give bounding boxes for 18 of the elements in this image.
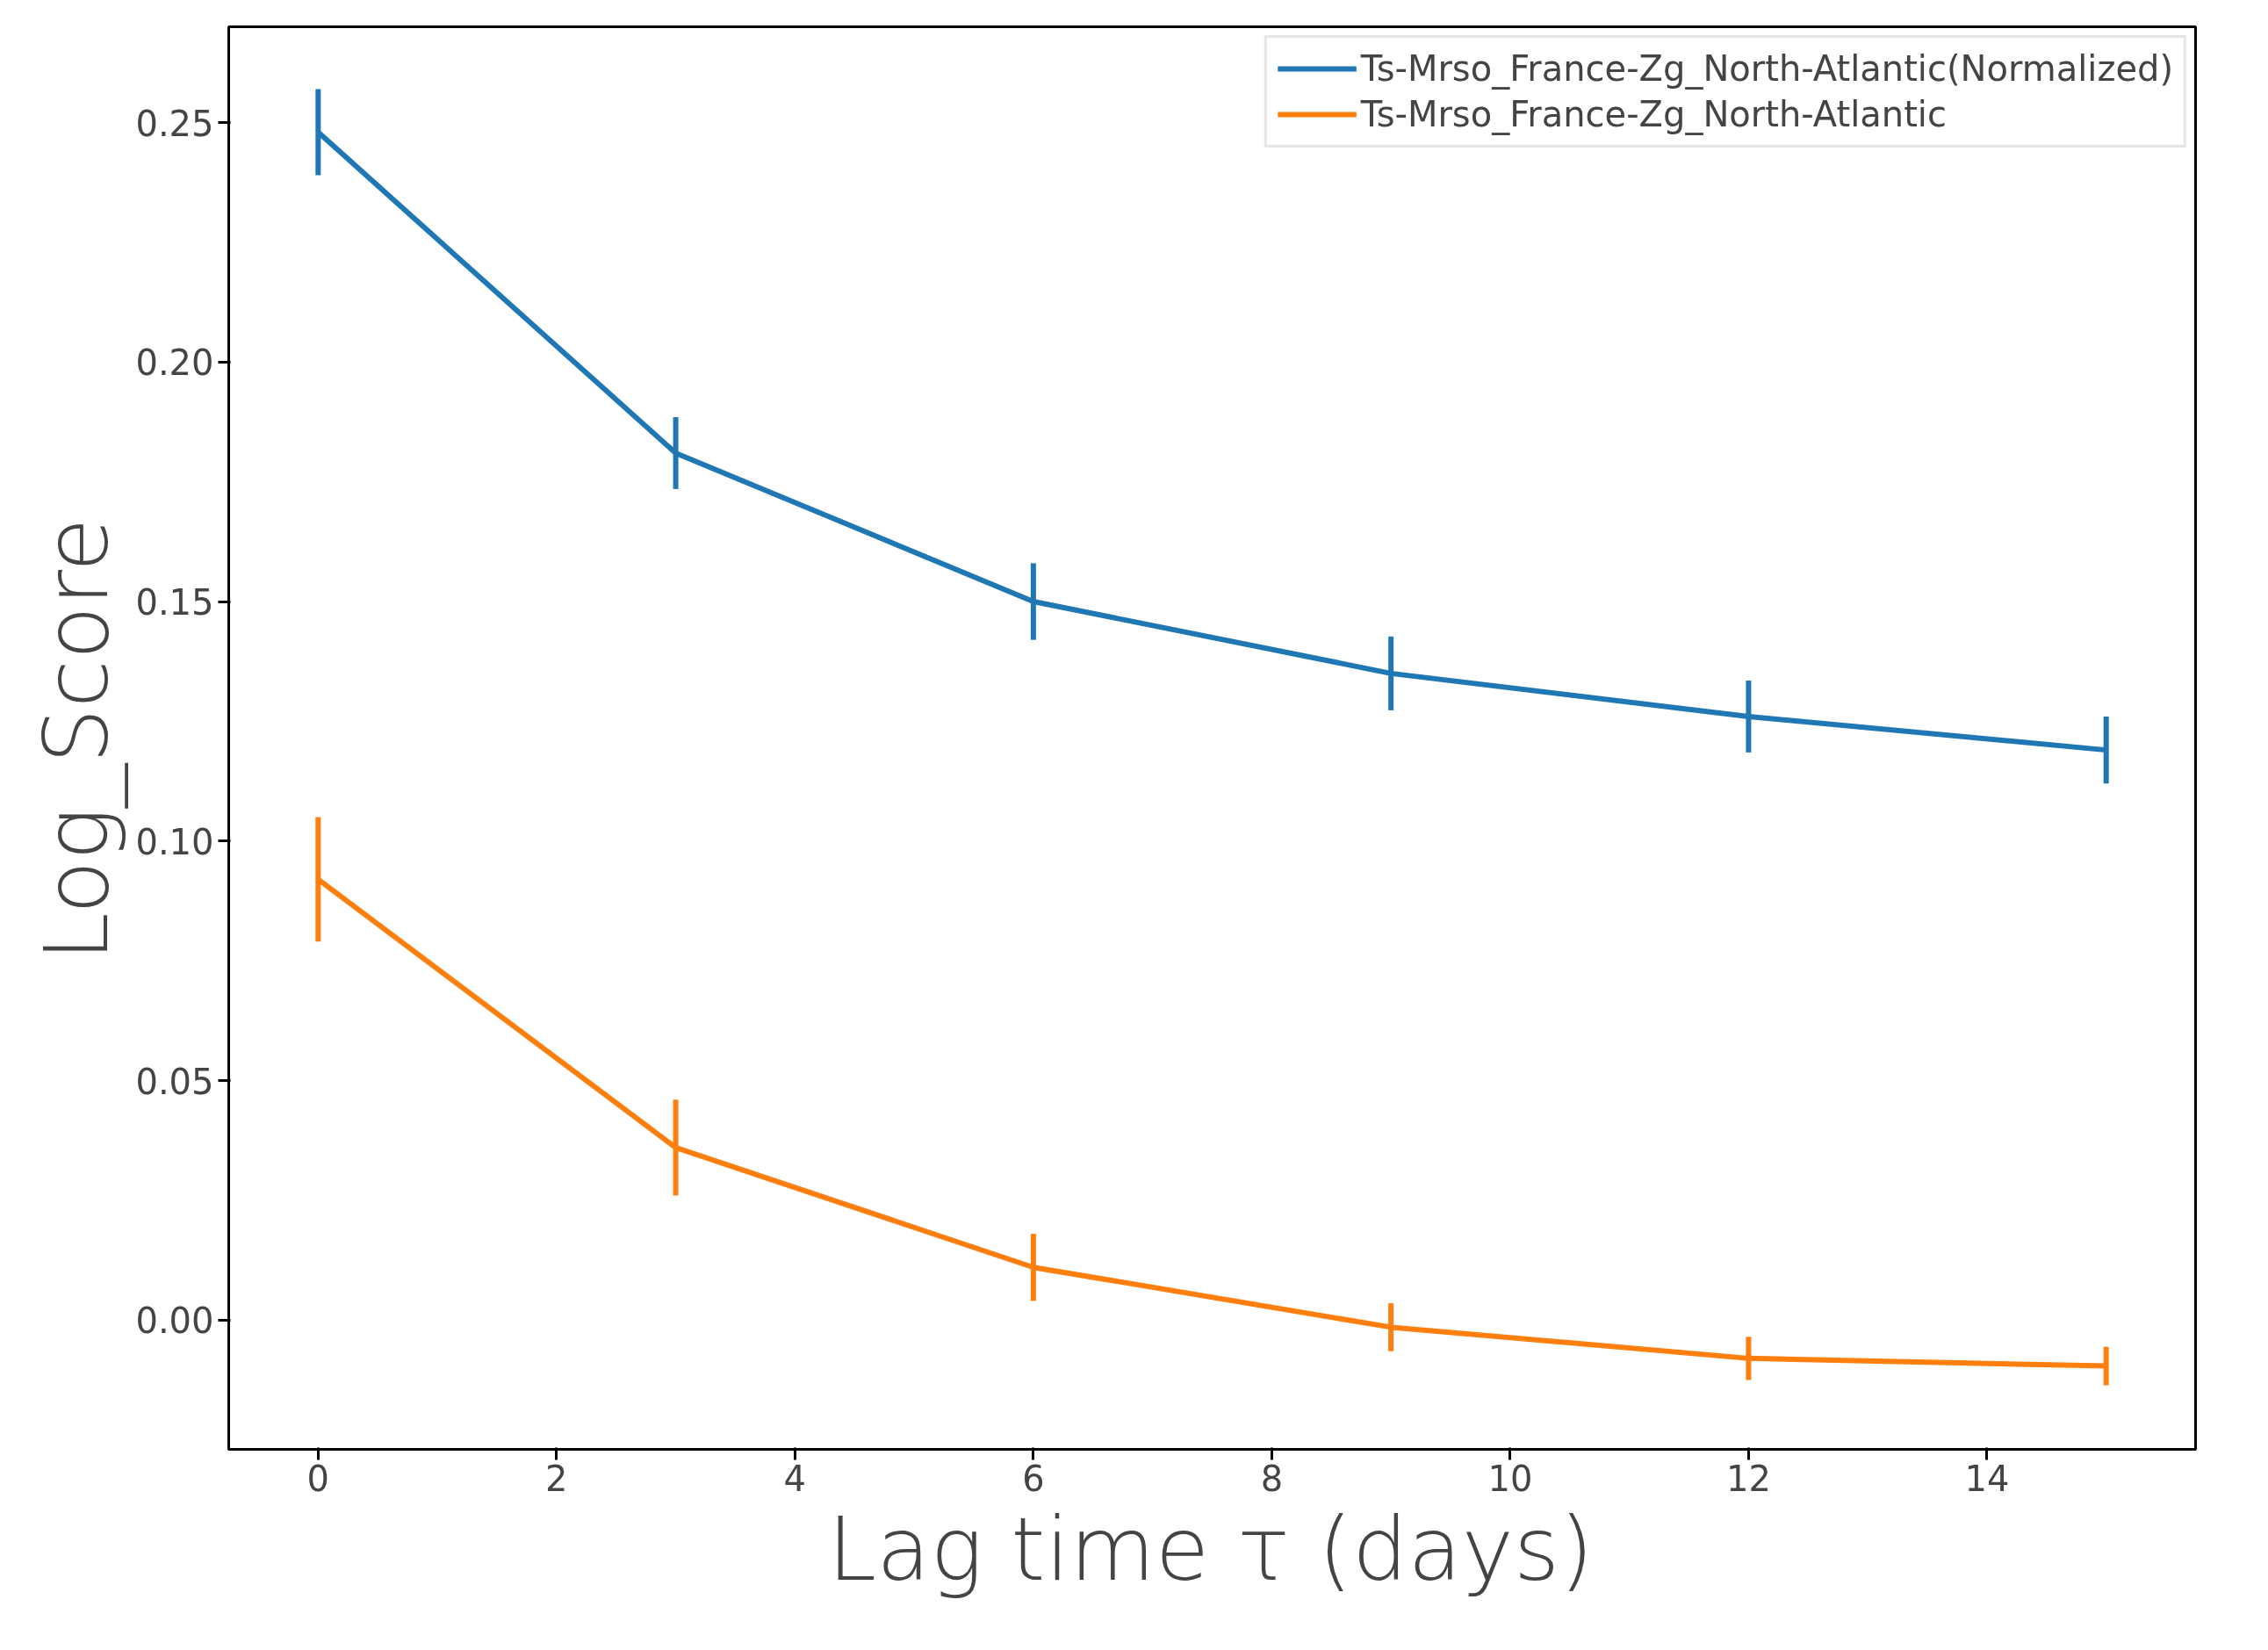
x-tick-label: 8: [1260, 1458, 1284, 1499]
x-tick-label: 14: [1964, 1458, 2010, 1499]
legend-label: Ts-Mrso_France-Zg_North-Atlantic(Normalized): [1360, 48, 2173, 89]
y-tick-label: 0.05: [135, 1061, 214, 1102]
x-axis-title: Lag time τ (days): [827, 1497, 1595, 1601]
y-tick-label: 0.25: [135, 103, 214, 144]
x-tick-label: 10: [1487, 1458, 1533, 1499]
legend-label: Ts-Mrso_France-Zg_North-Atlantic: [1360, 94, 1947, 134]
x-tick-label: 4: [783, 1458, 807, 1499]
y-axis-title: Log_Score: [25, 517, 129, 962]
x-tick-label: 2: [545, 1458, 568, 1499]
x-tick-label: 0: [306, 1458, 330, 1499]
x-tick-label: 6: [1022, 1458, 1045, 1499]
y-tick-label: 0.15: [135, 582, 214, 623]
y-tick-label: 0.20: [135, 342, 214, 384]
y-tick-label: 0.10: [135, 821, 214, 862]
x-tick-label: 12: [1725, 1458, 1771, 1499]
y-tick-label: 0.00: [135, 1301, 214, 1342]
